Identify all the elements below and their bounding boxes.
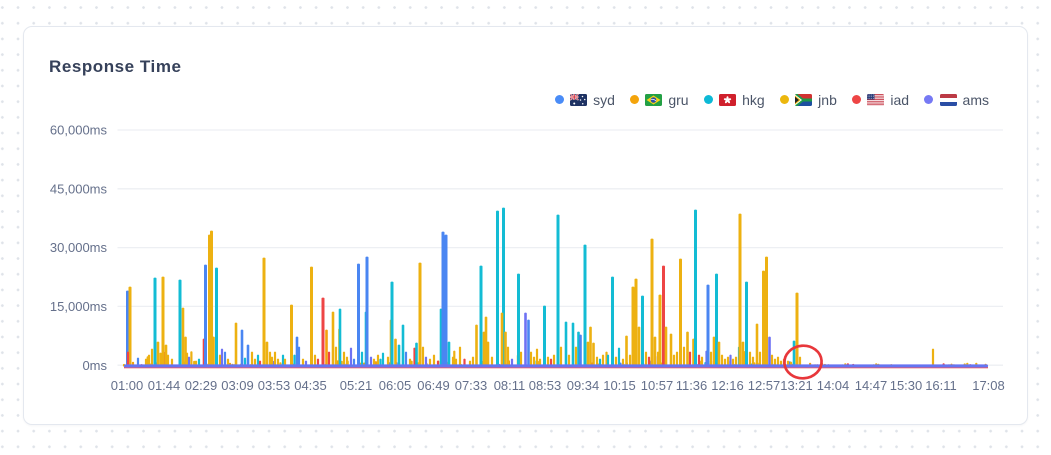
svg-text:14:47: 14:47 (855, 378, 888, 393)
svg-text:30,000ms: 30,000ms (50, 240, 108, 255)
svg-text:01:00: 01:00 (111, 378, 144, 393)
svg-text:04:35: 04:35 (294, 378, 327, 393)
svg-text:05:21: 05:21 (340, 378, 373, 393)
svg-text:11:36: 11:36 (676, 378, 708, 393)
svg-text:07:33: 07:33 (455, 378, 488, 393)
svg-text:08:53: 08:53 (529, 378, 562, 393)
svg-text:02:29: 02:29 (185, 378, 218, 393)
svg-text:06:49: 06:49 (417, 378, 450, 393)
svg-text:13:21: 13:21 (780, 378, 813, 393)
svg-text:60,000ms: 60,000ms (50, 123, 108, 138)
svg-text:09:34: 09:34 (567, 378, 600, 393)
svg-text:15:30: 15:30 (890, 378, 923, 393)
svg-text:12:16: 12:16 (711, 378, 744, 393)
svg-text:17:08: 17:08 (972, 378, 1005, 393)
svg-text:06:05: 06:05 (379, 378, 412, 393)
svg-text:0ms: 0ms (82, 358, 107, 373)
svg-text:45,000ms: 45,000ms (50, 181, 108, 196)
svg-text:10:15: 10:15 (603, 378, 636, 393)
svg-text:01:44: 01:44 (148, 378, 181, 393)
svg-text:16:11: 16:11 (925, 378, 957, 393)
svg-text:08:11: 08:11 (494, 378, 526, 393)
svg-text:03:53: 03:53 (258, 378, 291, 393)
svg-text:10:57: 10:57 (641, 378, 674, 393)
svg-text:14:04: 14:04 (817, 378, 850, 393)
svg-text:12:57: 12:57 (748, 378, 781, 393)
svg-text:03:09: 03:09 (221, 378, 254, 393)
svg-text:15,000ms: 15,000ms (50, 299, 108, 314)
